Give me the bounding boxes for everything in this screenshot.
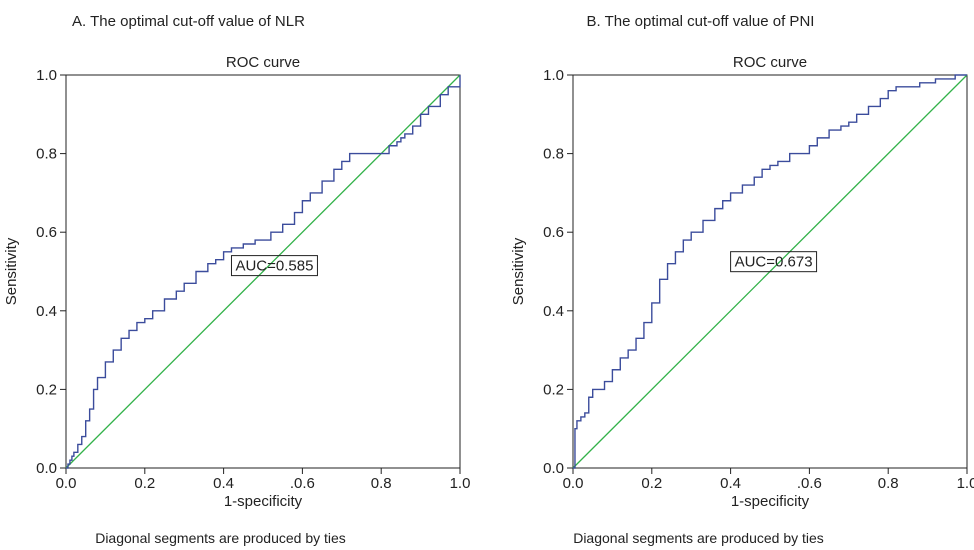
reference-line [65,74,461,469]
auc-box [730,251,818,273]
roc-chart-b: 0.0 0.2 0.4 0.6 0.8 1.0 0.0 0.2 0.4 .0.6 0.8 1.0 ROC… [510,54,974,510]
panel-title: A. The optimal cut-off value of NLR [72,13,305,30]
svg-text:AUC=0.585: AUC=0.585 [235,258,313,275]
y-tick-label: 0.2 [36,381,57,398]
plot-frame [65,74,461,469]
x-tick-label: 0.4 [720,475,741,492]
auc-box [230,255,318,277]
roc-curve [573,74,967,469]
y-tick-label: 0.6 [543,224,564,241]
x-tick-label: 0.2 [641,475,662,492]
chart-title: ROC curve [733,54,807,71]
x-tick-label: 0.2 [134,475,155,492]
x-tick-label: 1.0 [957,475,974,492]
x-tick-label: 0.8 [878,475,899,492]
y-tick-label: 0.2 [543,381,564,398]
y-tick-label: 1.0 [36,67,57,84]
x-axis-title: 1-specificity [731,493,810,510]
y-tick-label: 0.8 [36,146,57,163]
x-tick-label: .0.6 [797,475,822,492]
x-tick-label: 0.0 [563,475,584,492]
chart-panel-a: A. The optimal cut-off value of NLR 0.0 0… [3,13,471,546]
auc-annotation: AUC=0.585 [230,255,318,277]
chart-panel-b: B. The optimal cut-off value of PNI 0.0 0… [487,0,974,550]
roc-chart-a: 0.0 0.2 0.4 0.6 0.8 1.0 0.0 0.2 0.4 .0.6 0.8 1.0 ROC… [3,54,471,510]
y-tick-label: 1.0 [543,67,564,84]
x-tick-label: 0.0 [56,475,77,492]
x-axis-title: 1-specificity [224,493,303,510]
y-tick-label: 0.8 [543,146,564,163]
y-tick-label: 0.0 [543,460,564,477]
y-axis-title: Sensitivity [3,237,20,305]
y-tick-label: 0.4 [543,303,564,320]
plot-frame [572,74,968,469]
footnote: Diagonal segments are produced by ties [573,530,824,546]
chart-title: ROC curve [226,54,300,71]
footnote: Diagonal segments are produced by ties [95,530,346,546]
x-tick-label: 0.4 [213,475,234,492]
x-tick-label: 1.0 [450,475,471,492]
x-tick-label: 0.8 [371,475,392,492]
svg-text:AUC=0.673: AUC=0.673 [735,254,813,271]
y-axis-title: Sensitivity [510,237,527,305]
y-tick-label: 0.0 [36,460,57,477]
x-tick-label: .0.6 [290,475,315,492]
roc-curve [66,75,461,469]
y-tick-label: 0.4 [36,303,57,320]
y-tick-label: 0.6 [36,224,57,241]
panel-title: B. The optimal cut-off value of PNI [586,13,815,30]
auc-annotation: AUC=0.673 [730,251,818,273]
